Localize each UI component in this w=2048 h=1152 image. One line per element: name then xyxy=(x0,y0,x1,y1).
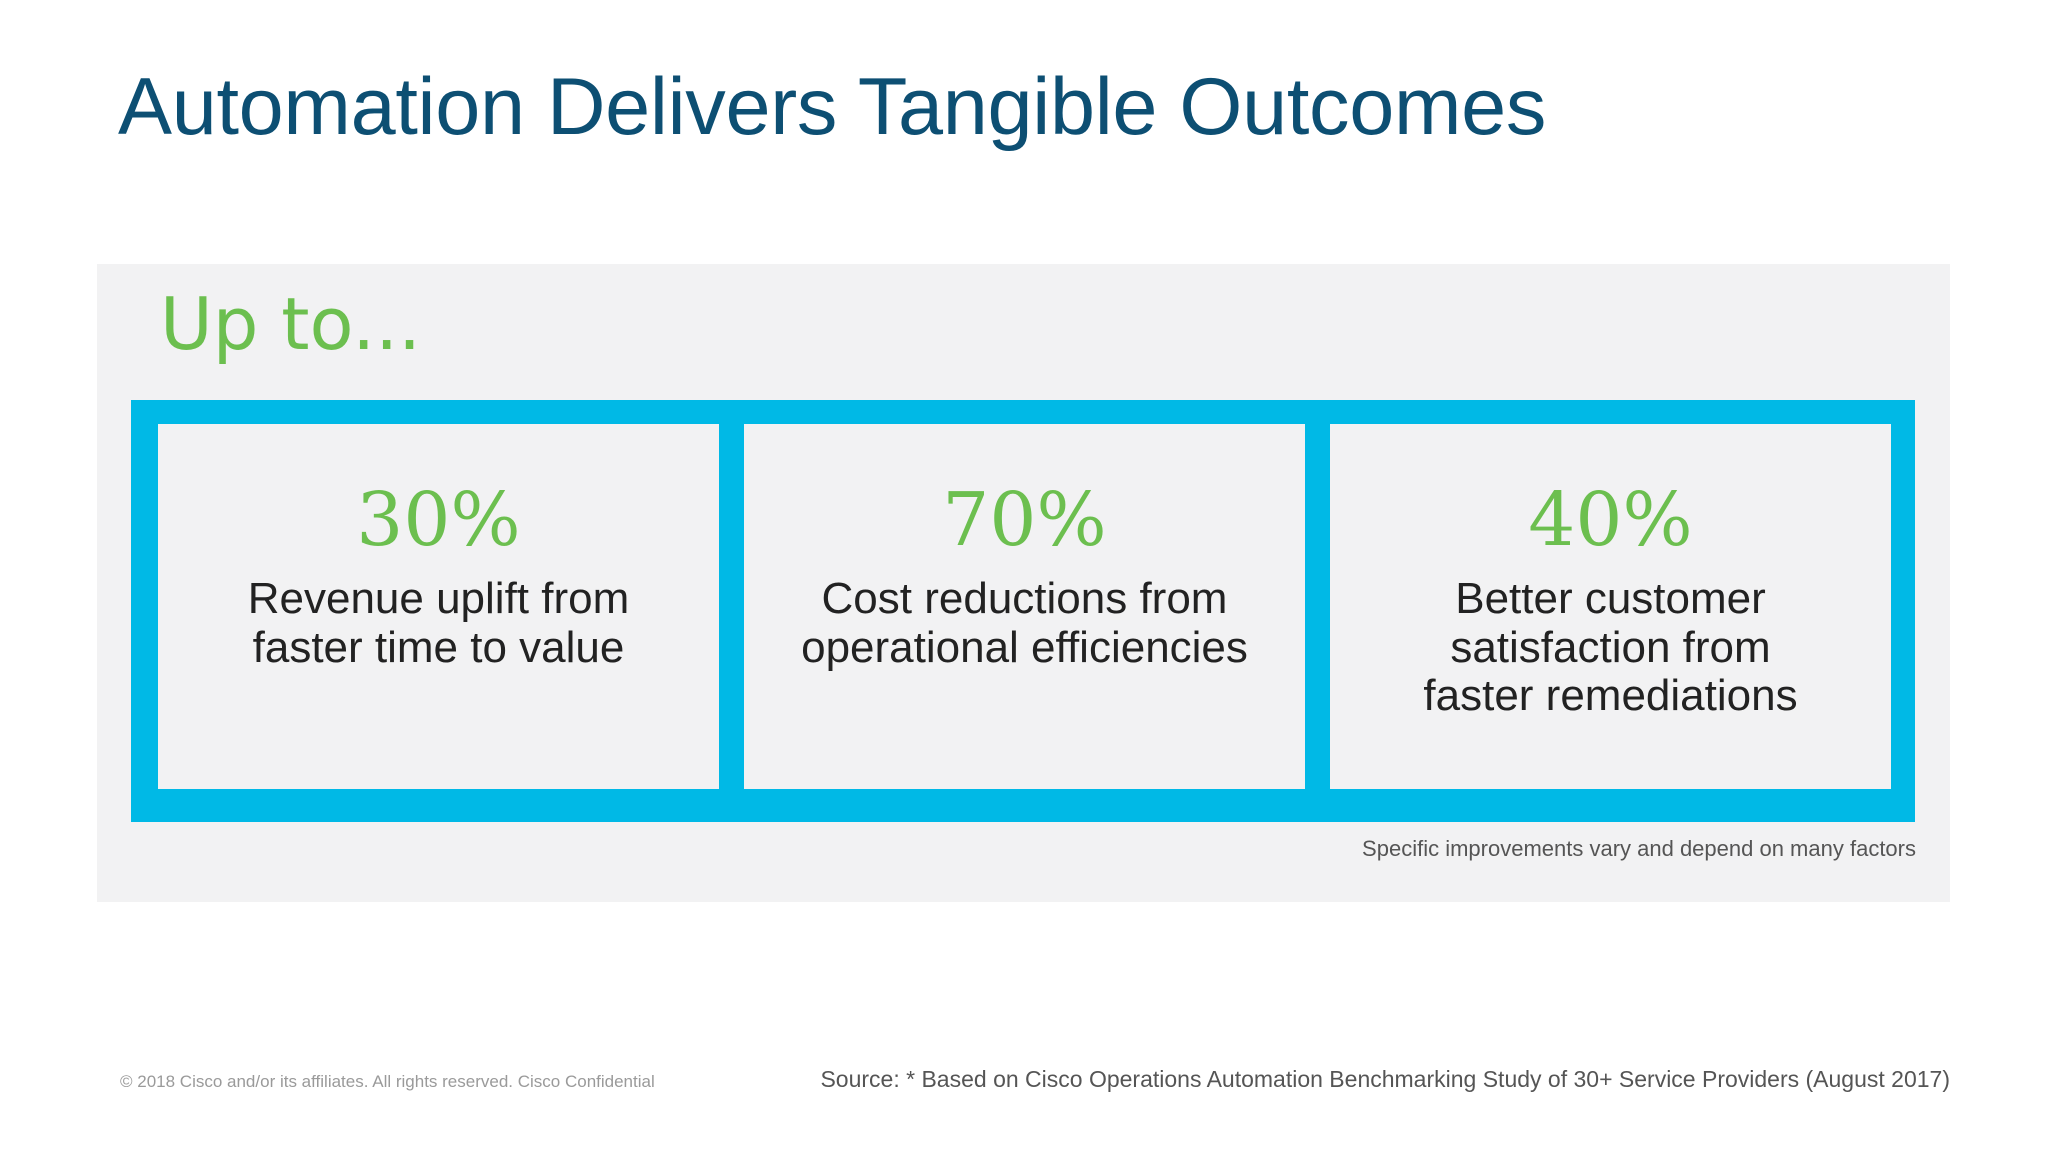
up-to-label: Up to... xyxy=(160,282,421,366)
stat-description-line: Cost reductions from xyxy=(821,574,1228,624)
stat-description-line: Revenue uplift from xyxy=(247,574,630,624)
stat-description-line: faster time to value xyxy=(252,622,625,672)
stat-description-line: satisfaction from xyxy=(1450,622,1771,672)
slide-title: Automation Delivers Tangible Outcomes xyxy=(118,62,1547,152)
stat-value: 70% xyxy=(942,477,1107,563)
disclaimer-note: Specific improvements vary and depend on… xyxy=(1362,836,1916,861)
stat-value: 30% xyxy=(356,477,521,563)
source-citation: Source: * Based on Cisco Operations Auto… xyxy=(820,1066,1950,1092)
stat-card-revenue: 30% Revenue uplift from faster time to v… xyxy=(158,424,719,789)
stat-description-line: Better customer xyxy=(1455,574,1766,624)
stat-description-line: faster remediations xyxy=(1423,671,1798,721)
stat-description: Better customer satisfaction from faster… xyxy=(1330,574,1891,721)
stat-description: Revenue uplift from faster time to value xyxy=(158,574,719,672)
stat-description-line: operational efficiencies xyxy=(801,622,1248,672)
stat-value: 40% xyxy=(1528,477,1693,563)
copyright-footer: © 2018 Cisco and/or its affiliates. All … xyxy=(120,1072,655,1091)
stat-description: Cost reductions from operational efficie… xyxy=(744,574,1305,672)
stat-card-satisfaction: 40% Better customer satisfaction from fa… xyxy=(1330,424,1891,789)
stat-card-cost: 70% Cost reductions from operational eff… xyxy=(744,424,1305,789)
